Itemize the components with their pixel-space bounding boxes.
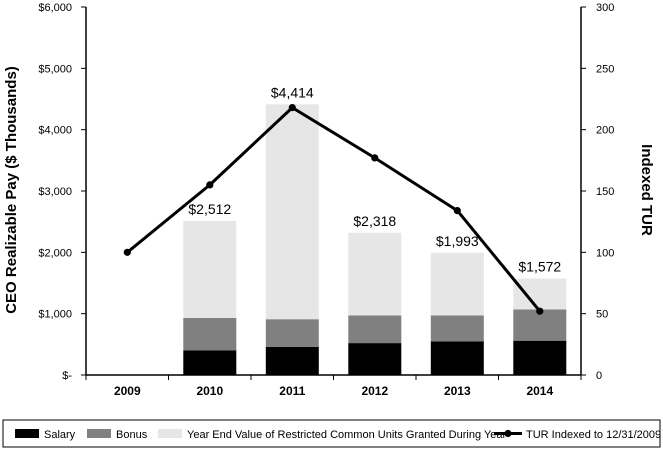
bar-salary-2013: [430, 341, 484, 375]
y2-tick-label: 100: [596, 247, 614, 259]
x-tick-label: 2010: [196, 384, 223, 398]
axes-layer: $- $1,000 $2,000 $3,000 $4,000 $5,000 $6,000 0 5…: [38, 2, 614, 398]
bar-year-2011: [265, 104, 319, 320]
legend: Salary Bonus Year End Value of Restricted …: [2, 419, 661, 448]
bar-bonus-2010: [183, 318, 237, 351]
total-label-2011: $4,414: [271, 84, 314, 100]
legend-swatch: [87, 429, 111, 438]
bar-year-2012: [348, 232, 402, 316]
total-label-2012: $2,318: [353, 213, 396, 229]
total-label-2010: $2,512: [188, 201, 231, 217]
total-label-2013: $1,993: [436, 233, 479, 249]
y2-tick-label: 300: [596, 2, 614, 14]
tur-line: [126, 106, 541, 313]
legend-label: Year End Value of Restricted Common Unit…: [187, 429, 507, 441]
bar-salary-2011: [265, 346, 319, 375]
tur-point-2014: [536, 307, 544, 315]
tur-point-2012: [371, 154, 379, 162]
bar-year-2013: [430, 252, 484, 316]
y-tick-label: $1,000: [38, 309, 72, 321]
bars-layer: [183, 104, 567, 375]
bar-bonus-2013: [430, 315, 484, 342]
y-tick-label: $2,000: [38, 247, 72, 259]
labels-layer: $2,512 $4,414 $2,318 $1,993 $1,572: [188, 84, 561, 274]
tur-point-2009: [123, 248, 131, 256]
y-tick-label: $6,000: [38, 2, 72, 14]
bar-year-2010: [183, 220, 237, 318]
y2-tick-label: 250: [596, 63, 614, 75]
tur-point-2011: [288, 104, 296, 112]
legend-swatch: [15, 429, 39, 438]
y-tick-label: $5,000: [38, 63, 72, 75]
tur-line-layer: [123, 104, 544, 315]
total-label-2014: $1,572: [518, 259, 561, 275]
bar-year-2014: [513, 278, 567, 310]
legend-swatch: [158, 429, 182, 438]
tur-point-2013: [453, 207, 461, 215]
x-tick-label: 2009: [114, 384, 141, 398]
bar-salary-2012: [348, 343, 402, 375]
bar-bonus-2011: [265, 319, 319, 347]
legend-line-marker: [504, 429, 512, 438]
y2-tick-label: 0: [596, 370, 602, 382]
y2-axis-title: Indexed TUR: [638, 144, 655, 236]
x-tick-label: 2012: [361, 384, 388, 398]
x-tick-label: 2013: [444, 384, 471, 398]
bar-salary-2014: [513, 340, 567, 375]
y2-tick-label: 50: [596, 309, 608, 321]
bar-salary-2010: [183, 350, 237, 375]
legend-box: [2, 419, 661, 448]
x-tick-label: 2011: [279, 384, 305, 398]
bar-bonus-2012: [348, 315, 402, 344]
y-axis-title: CEO Realizable Pay ($ Thousands): [3, 66, 20, 314]
tur-point-2010: [206, 181, 214, 189]
y-tick-label: $4,000: [38, 125, 72, 137]
y-tick-label: $-: [62, 370, 72, 382]
legend-label: TUR Indexed to 12/31/2009: [526, 429, 661, 441]
x-tick-label: 2014: [526, 384, 553, 398]
y2-tick-label: 150: [596, 186, 614, 198]
y2-tick-label: 200: [596, 125, 614, 137]
legend-label: Bonus: [116, 429, 148, 441]
legend-label: Salary: [44, 429, 76, 441]
y-tick-label: $3,000: [38, 186, 72, 198]
